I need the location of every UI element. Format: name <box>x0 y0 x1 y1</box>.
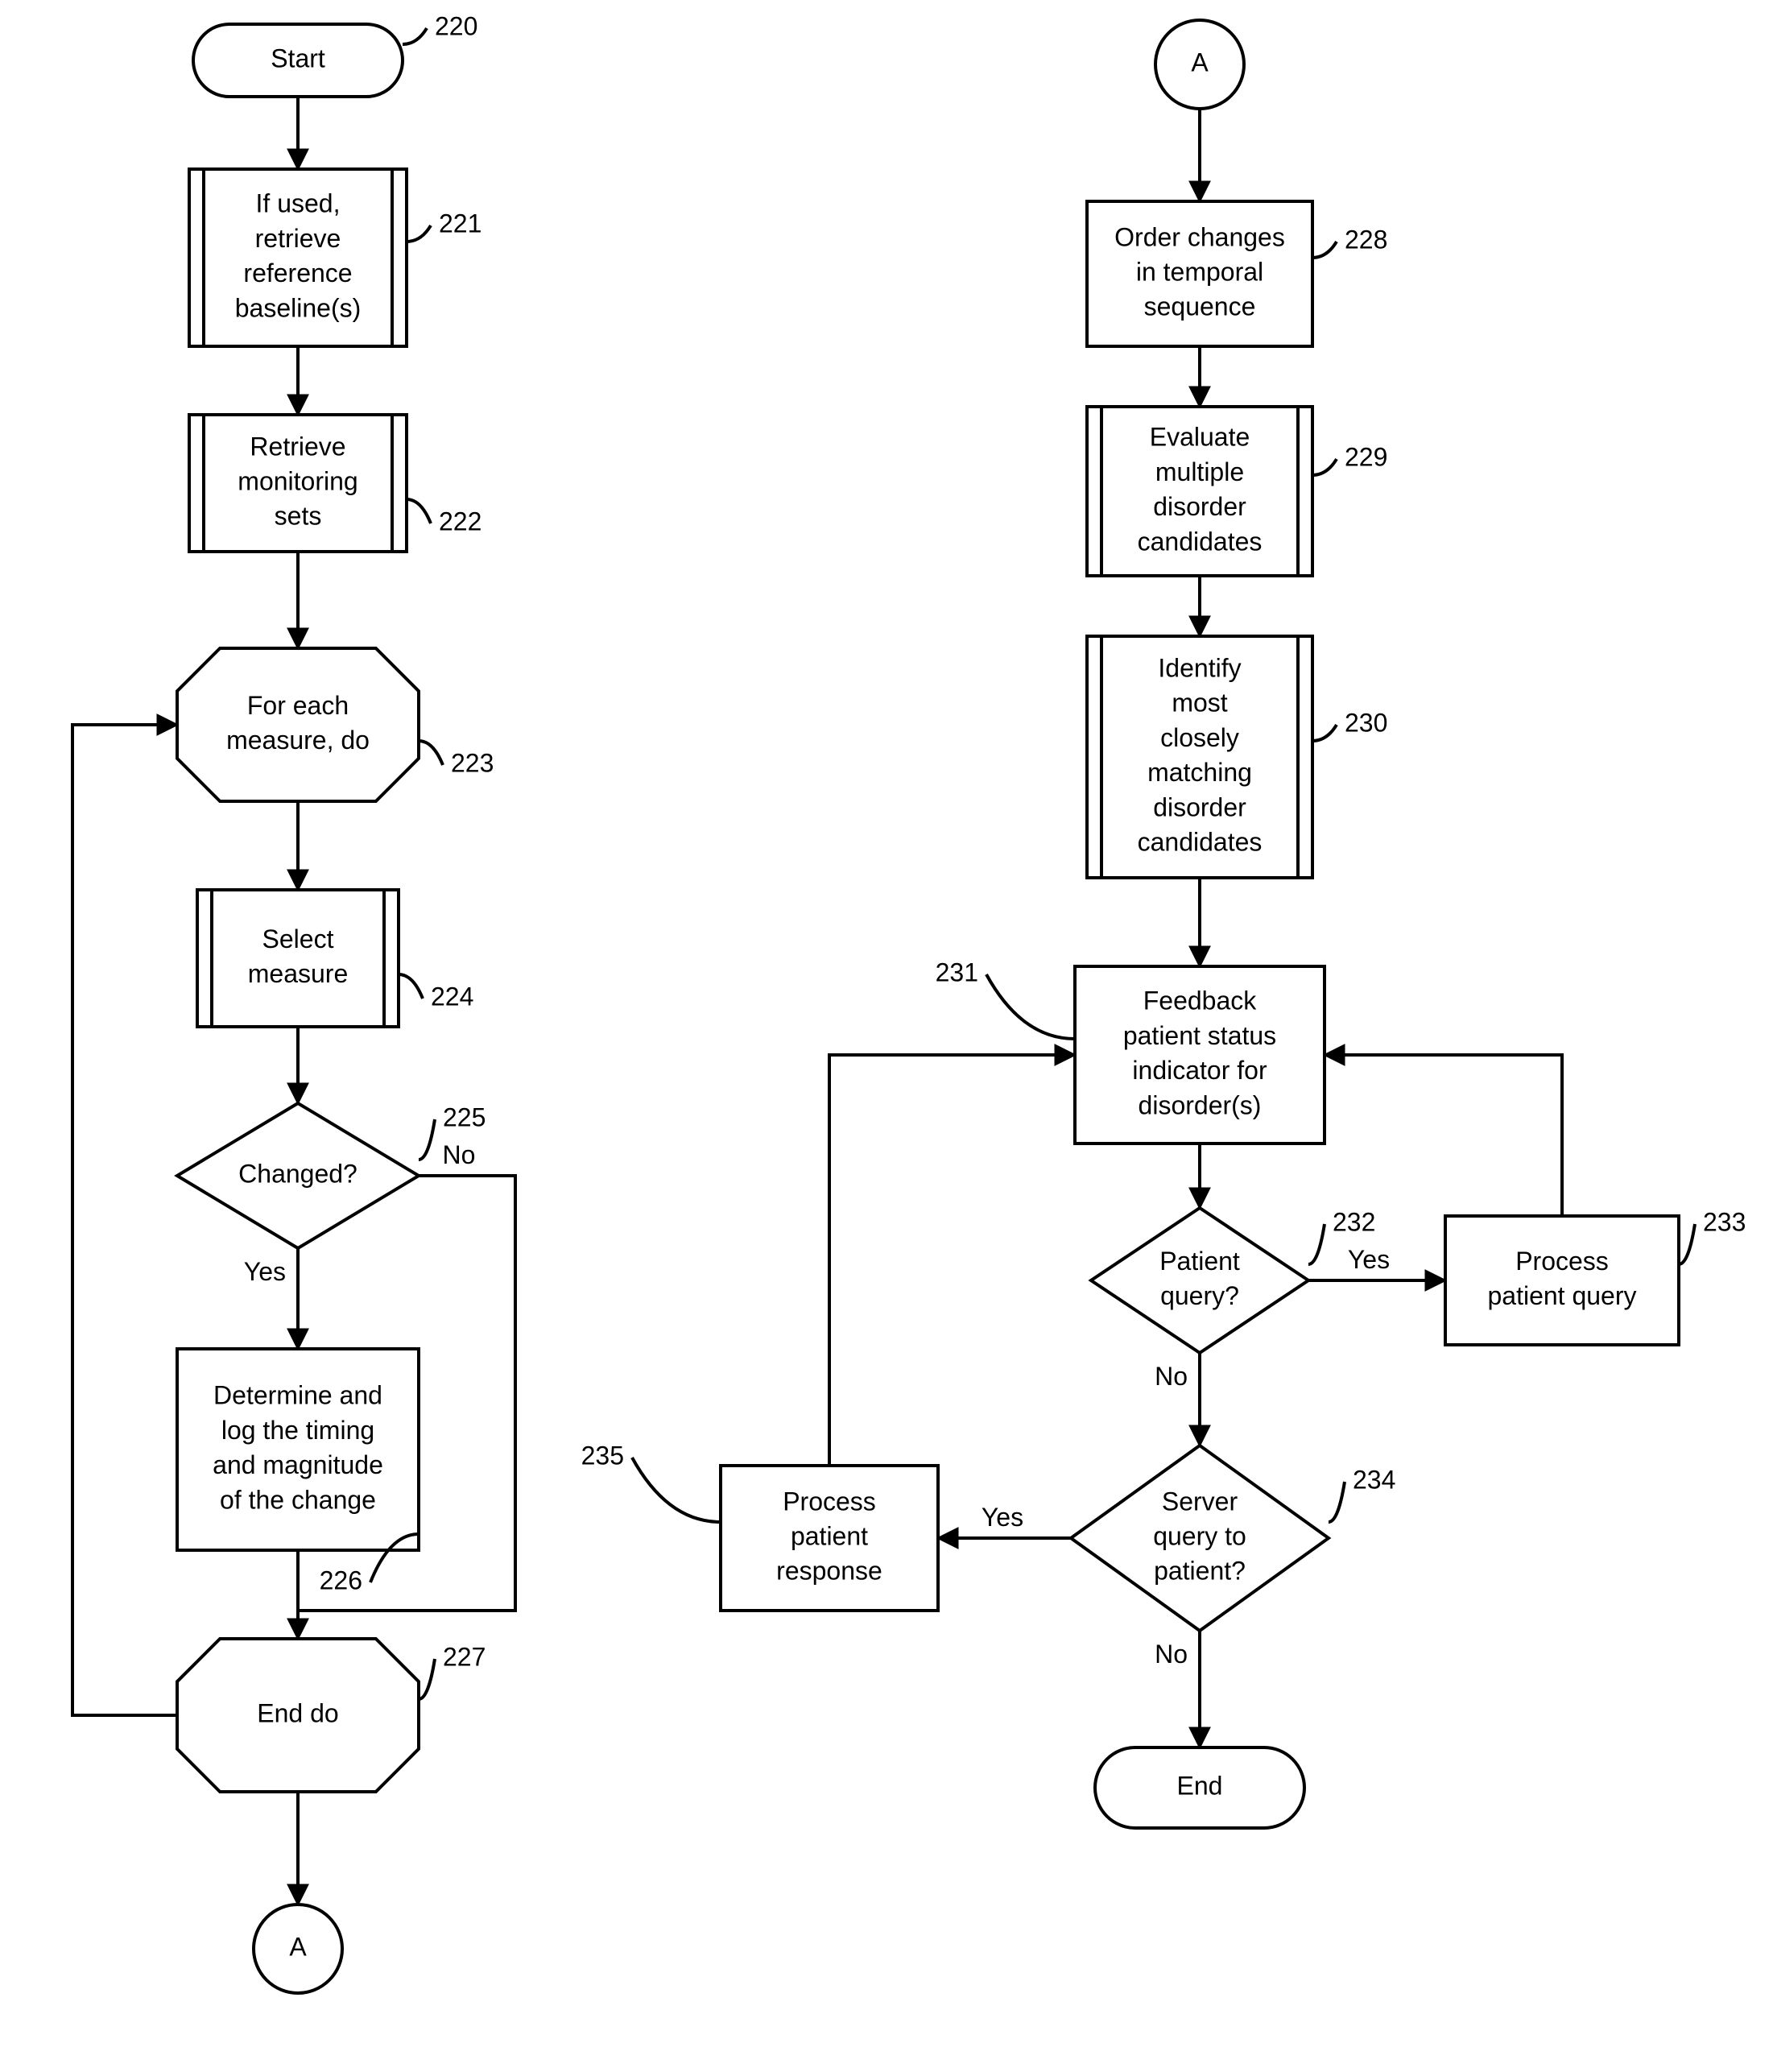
text: patient? <box>1154 1557 1246 1586</box>
node-connA_in: A <box>1155 20 1244 109</box>
text: Process <box>783 1487 876 1516</box>
text: indicator for <box>1132 1056 1267 1085</box>
node-n222: Retrieve monitoring sets 222 <box>189 415 481 552</box>
text: baseline(s) <box>235 293 362 322</box>
text: Start <box>271 43 325 72</box>
text: End <box>1177 1771 1223 1800</box>
ref-label: 224 <box>431 982 473 1011</box>
ref-label: 221 <box>439 209 481 238</box>
text: A <box>289 1932 307 1961</box>
text: Order changes <box>1114 222 1285 251</box>
ref-label: 230 <box>1345 708 1387 737</box>
svg-text:Yes: Yes <box>1348 1245 1390 1274</box>
text: of the change <box>220 1485 376 1514</box>
text: sets <box>275 502 322 531</box>
edge-19: Yes <box>938 1503 1071 1538</box>
svg-text:Yes: Yes <box>244 1257 286 1286</box>
edge-9 <box>72 725 177 1715</box>
text: Select <box>262 924 334 953</box>
node-n223: For each measure, do 223 <box>177 648 494 801</box>
edge-18 <box>1325 1055 1562 1216</box>
node-end: End <box>1095 1747 1304 1828</box>
edge-5: Yes <box>244 1248 298 1349</box>
node-start: Start 220 <box>193 11 477 97</box>
ref-label: 227 <box>443 1642 486 1671</box>
text: query to <box>1153 1521 1246 1550</box>
text: measure, do <box>226 726 370 755</box>
text: End do <box>257 1698 338 1727</box>
ref-label: 223 <box>451 748 494 777</box>
text: Determine and <box>213 1381 382 1410</box>
node-n235: Process patient response 235 <box>581 1441 938 1611</box>
text: patient query <box>1487 1281 1636 1310</box>
text: monitoring <box>238 466 357 495</box>
text: measure <box>248 959 349 988</box>
edge-16: No <box>1155 1631 1200 1747</box>
edge-8: No <box>298 1140 515 1611</box>
ref-label: 231 <box>936 957 978 986</box>
node-n227: End do 227 <box>177 1639 486 1792</box>
text: reference <box>243 258 352 287</box>
node-n234: Server query to patient? 234 <box>1071 1445 1395 1631</box>
edge-20 <box>829 1055 1075 1466</box>
node-n224: Select measure 224 <box>197 890 473 1027</box>
text: most <box>1172 689 1227 718</box>
node-n231: Feedback patient status indicator for disor… <box>936 957 1325 1144</box>
text: Feedback <box>1143 986 1258 1015</box>
svg-text:No: No <box>1155 1640 1188 1669</box>
text: Process <box>1515 1247 1609 1276</box>
ref-label: 228 <box>1345 225 1387 254</box>
text: disorder <box>1153 492 1246 521</box>
text: patient status <box>1123 1021 1276 1050</box>
node-connA_out: A <box>254 1905 342 1993</box>
ref-label: 226 <box>320 1565 362 1594</box>
node-n228: Order changes in temporal sequence 228 <box>1087 201 1387 346</box>
text: retrieve <box>255 224 341 253</box>
svg-text:No: No <box>443 1140 476 1169</box>
text: A <box>1191 48 1209 77</box>
text: response <box>776 1557 882 1586</box>
text: query? <box>1160 1281 1239 1310</box>
text: patient <box>791 1521 868 1550</box>
node-n221: If used, retrieve reference baseline(s) 221 <box>189 169 481 346</box>
node-n233: Process patient query 233 <box>1445 1207 1746 1345</box>
text: candidates <box>1138 827 1263 856</box>
ref-label: 235 <box>581 1441 624 1470</box>
text: For each <box>247 691 349 720</box>
text: in temporal <box>1136 257 1263 286</box>
edge-15: No <box>1155 1353 1200 1445</box>
text: Evaluate <box>1150 423 1250 452</box>
text: Changed? <box>238 1159 357 1188</box>
ref-label: 229 <box>1345 442 1387 471</box>
text: Patient <box>1159 1247 1240 1276</box>
text: Identify <box>1158 653 1241 682</box>
ref-label: 225 <box>443 1102 486 1131</box>
text: matching <box>1147 758 1252 787</box>
text: disorder(s) <box>1139 1090 1262 1119</box>
ref-label: 234 <box>1353 1465 1395 1494</box>
text: disorder <box>1153 792 1246 821</box>
text: If used, <box>256 189 341 218</box>
svg-text:Yes: Yes <box>982 1503 1023 1532</box>
text: sequence <box>1144 292 1256 321</box>
text: log the timing <box>221 1416 374 1445</box>
svg-text:No: No <box>1155 1362 1188 1391</box>
text: multiple <box>1155 457 1244 486</box>
text: Retrieve <box>250 432 345 461</box>
node-n230: Identify most closely matching disorder candi… <box>1087 636 1387 878</box>
ref-label: 220 <box>435 11 477 40</box>
text: and magnitude <box>213 1450 383 1479</box>
ref-label: 222 <box>439 507 481 536</box>
ref-label: 232 <box>1333 1207 1375 1236</box>
text: candidates <box>1138 527 1263 556</box>
edge-17: Yes <box>1308 1245 1445 1280</box>
text: closely <box>1160 723 1239 752</box>
text: Server <box>1162 1487 1238 1516</box>
node-n229: Evaluate multiple disorder candidates 229 <box>1087 407 1387 576</box>
ref-label: 233 <box>1703 1207 1746 1236</box>
